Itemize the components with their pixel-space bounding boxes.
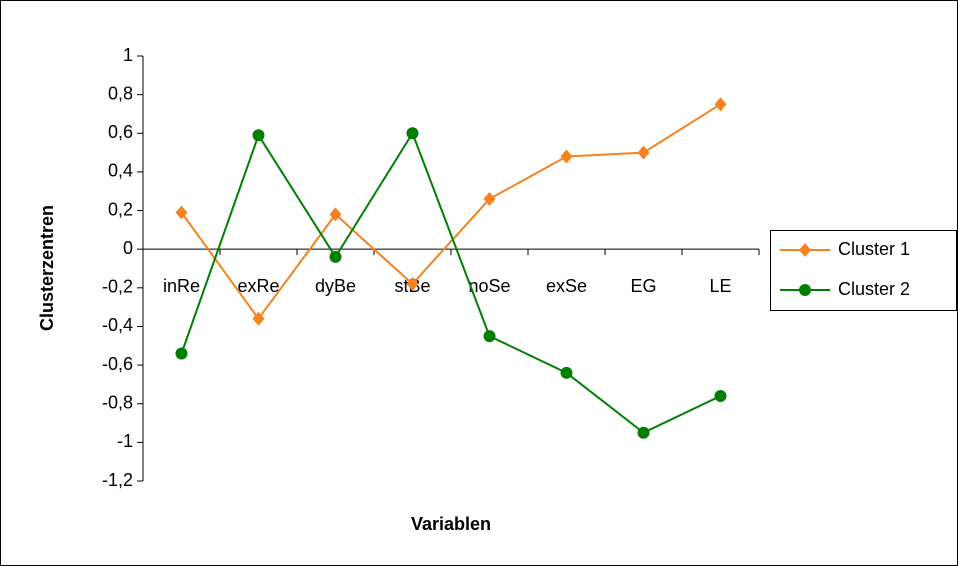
x-tick-label: dyBe bbox=[315, 276, 356, 296]
series-line bbox=[180, 131, 721, 434]
y-tick-label: 0,2 bbox=[108, 199, 133, 219]
legend-marker bbox=[799, 284, 811, 296]
point bbox=[483, 191, 496, 206]
x-tick-label: EG bbox=[630, 276, 656, 296]
point bbox=[714, 390, 727, 402]
point bbox=[637, 145, 650, 160]
point bbox=[560, 366, 573, 379]
y-tick-label: -1,2 bbox=[102, 470, 133, 490]
x-tick-label: inRe bbox=[163, 276, 200, 296]
x-tick-label: LE bbox=[709, 276, 731, 296]
y-tick-label: 0 bbox=[123, 238, 133, 258]
point bbox=[329, 250, 342, 263]
series-line bbox=[180, 103, 722, 321]
point bbox=[329, 207, 342, 222]
y-tick-label: 0,4 bbox=[108, 161, 133, 181]
point bbox=[560, 149, 573, 164]
y-tick-label: -0,2 bbox=[102, 277, 133, 297]
point bbox=[252, 311, 265, 326]
point bbox=[483, 330, 496, 343]
x-tick-label: exSe bbox=[546, 276, 587, 296]
y-tick-label: 1 bbox=[123, 45, 133, 65]
y-tick-label: -0,4 bbox=[102, 315, 133, 335]
legend-label: Cluster 1 bbox=[838, 239, 910, 259]
x-tick-label: exRe bbox=[237, 276, 279, 296]
y-tick-label: 0,6 bbox=[108, 122, 133, 142]
point bbox=[175, 205, 188, 220]
y-axis-title: Clusterzentren bbox=[37, 205, 57, 331]
point bbox=[175, 347, 188, 360]
point bbox=[252, 129, 265, 142]
legend-marker bbox=[799, 243, 811, 257]
point bbox=[406, 276, 419, 291]
y-tick-label: 0,8 bbox=[108, 83, 133, 103]
point bbox=[714, 97, 727, 112]
x-axis-title: Variablen bbox=[411, 514, 491, 534]
legend-box bbox=[770, 230, 957, 311]
point bbox=[406, 127, 419, 140]
y-tick-label: -0,6 bbox=[102, 354, 133, 374]
x-tick-label: noSe bbox=[468, 276, 510, 296]
y-tick-label: -1 bbox=[117, 431, 133, 451]
y-tick-label: -0,8 bbox=[102, 392, 133, 412]
legend-label: Cluster 2 bbox=[838, 279, 910, 299]
point bbox=[637, 426, 650, 439]
